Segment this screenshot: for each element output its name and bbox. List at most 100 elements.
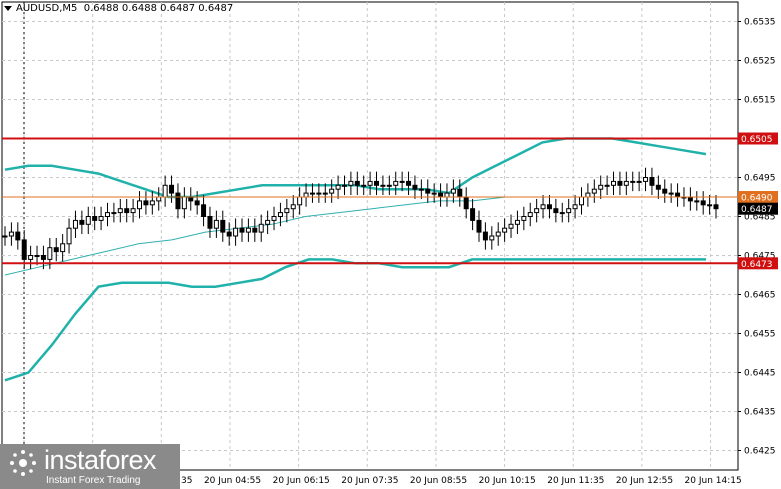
candle-body <box>393 180 399 186</box>
candle-body <box>79 219 85 225</box>
candle-body <box>8 231 14 237</box>
candle-body <box>220 219 226 233</box>
candle-body <box>540 204 546 210</box>
candle-body <box>265 219 271 225</box>
candle-body <box>418 188 424 191</box>
chart-header: AUDUSD,M5 0.6488 0.6488 0.6487 0.6487 <box>4 3 233 14</box>
ohlc-readout: 0.6488 0.6488 0.6487 0.6487 <box>83 3 234 14</box>
x-tick-label: 20 Jun 06:15 <box>273 476 330 486</box>
y-tick-label: 0.6445 <box>744 369 776 379</box>
candle-body <box>245 227 251 233</box>
candle-body <box>239 227 245 233</box>
candle-body <box>495 231 501 237</box>
candle-body <box>53 247 59 253</box>
candle-body <box>21 239 27 260</box>
candle-body <box>700 200 706 206</box>
level-tag-label: 0.6505 <box>741 135 773 145</box>
x-tick-label: 20 Jun 14:15 <box>685 476 742 486</box>
symbol-label: AUDUSD,M5 <box>16 3 78 14</box>
y-tick-label: 0.6525 <box>744 57 776 67</box>
candle-body <box>361 184 367 187</box>
instaforex-logo-icon <box>10 450 36 476</box>
candle-body <box>104 212 110 218</box>
candle-body <box>117 208 123 214</box>
candle-body <box>162 184 168 198</box>
candle-body <box>316 192 322 195</box>
candle-body <box>226 231 232 237</box>
candle-body <box>425 188 431 194</box>
candle-body <box>341 184 347 187</box>
candle-body <box>98 216 104 221</box>
candle-body <box>534 208 540 214</box>
candle-body <box>585 192 591 198</box>
candle-body <box>258 223 264 233</box>
candle-body <box>354 180 360 186</box>
y-tick-label: 0.6425 <box>744 447 776 457</box>
candle-body <box>655 184 661 190</box>
candle-body <box>489 235 495 241</box>
candle-body <box>380 184 386 187</box>
candle-body <box>130 208 136 214</box>
candle-body <box>111 212 117 215</box>
candle-body <box>297 196 303 206</box>
y-tick-label: 0.6475 <box>744 252 776 262</box>
candle-body <box>546 204 552 210</box>
candle-body <box>553 208 559 214</box>
candle-body <box>367 180 373 186</box>
candle-body <box>284 208 290 214</box>
candle-body <box>643 177 649 182</box>
candle-body <box>687 196 693 202</box>
y-tick-label: 0.6535 <box>744 18 776 28</box>
candle-body <box>611 180 617 186</box>
x-tick-label: 20 Jun 04:55 <box>204 476 261 486</box>
candle-body <box>662 188 668 194</box>
candle-body <box>675 192 681 198</box>
dropdown-triangle-icon[interactable] <box>4 5 12 11</box>
candle-body <box>66 227 72 245</box>
candle-body <box>207 216 213 229</box>
candle-body <box>649 177 655 186</box>
candle-body <box>399 180 405 183</box>
candle-body <box>707 204 713 207</box>
candle-body <box>412 184 418 190</box>
candle-body <box>85 216 91 225</box>
candle-body <box>444 192 450 198</box>
candle-body <box>438 192 444 198</box>
candle-body <box>457 188 463 198</box>
candle-body <box>252 227 258 233</box>
candle-body <box>521 216 527 221</box>
level-tag <box>738 132 778 145</box>
candle-body <box>277 212 283 218</box>
y-tick-label: 0.6455 <box>744 330 776 340</box>
last-price-tag <box>738 202 778 215</box>
x-tick-label: 20 Jun 08:55 <box>410 476 467 486</box>
candle-body <box>591 188 597 194</box>
candle-body <box>348 180 354 186</box>
y-tick-label: 0.6465 <box>744 291 776 301</box>
candle-body <box>124 208 130 214</box>
candle-body <box>713 204 719 210</box>
candle-body <box>572 204 578 210</box>
plot-frame <box>1 1 739 471</box>
candle-body <box>559 212 565 215</box>
candle-body <box>60 243 66 253</box>
last-price-label: 0.6487 <box>741 205 773 215</box>
candle-body <box>156 196 162 202</box>
candle-body <box>406 180 412 186</box>
candle-body <box>322 192 328 195</box>
candle-body <box>668 192 674 195</box>
x-tick-label: 20 Jun 12:55 <box>616 476 673 486</box>
candle-body <box>335 184 341 190</box>
y-tick-label: 0.6485 <box>744 213 776 223</box>
candle-body <box>92 216 98 221</box>
candle-body <box>386 184 392 187</box>
candle-body <box>374 180 380 186</box>
candle-body <box>694 200 700 203</box>
candle-body <box>527 212 533 218</box>
candle-body <box>617 180 623 186</box>
logo-tagline: Instant Forex Trading <box>46 475 141 486</box>
candle-body <box>15 231 21 241</box>
candle-body <box>329 188 335 194</box>
candle-body <box>201 204 207 218</box>
